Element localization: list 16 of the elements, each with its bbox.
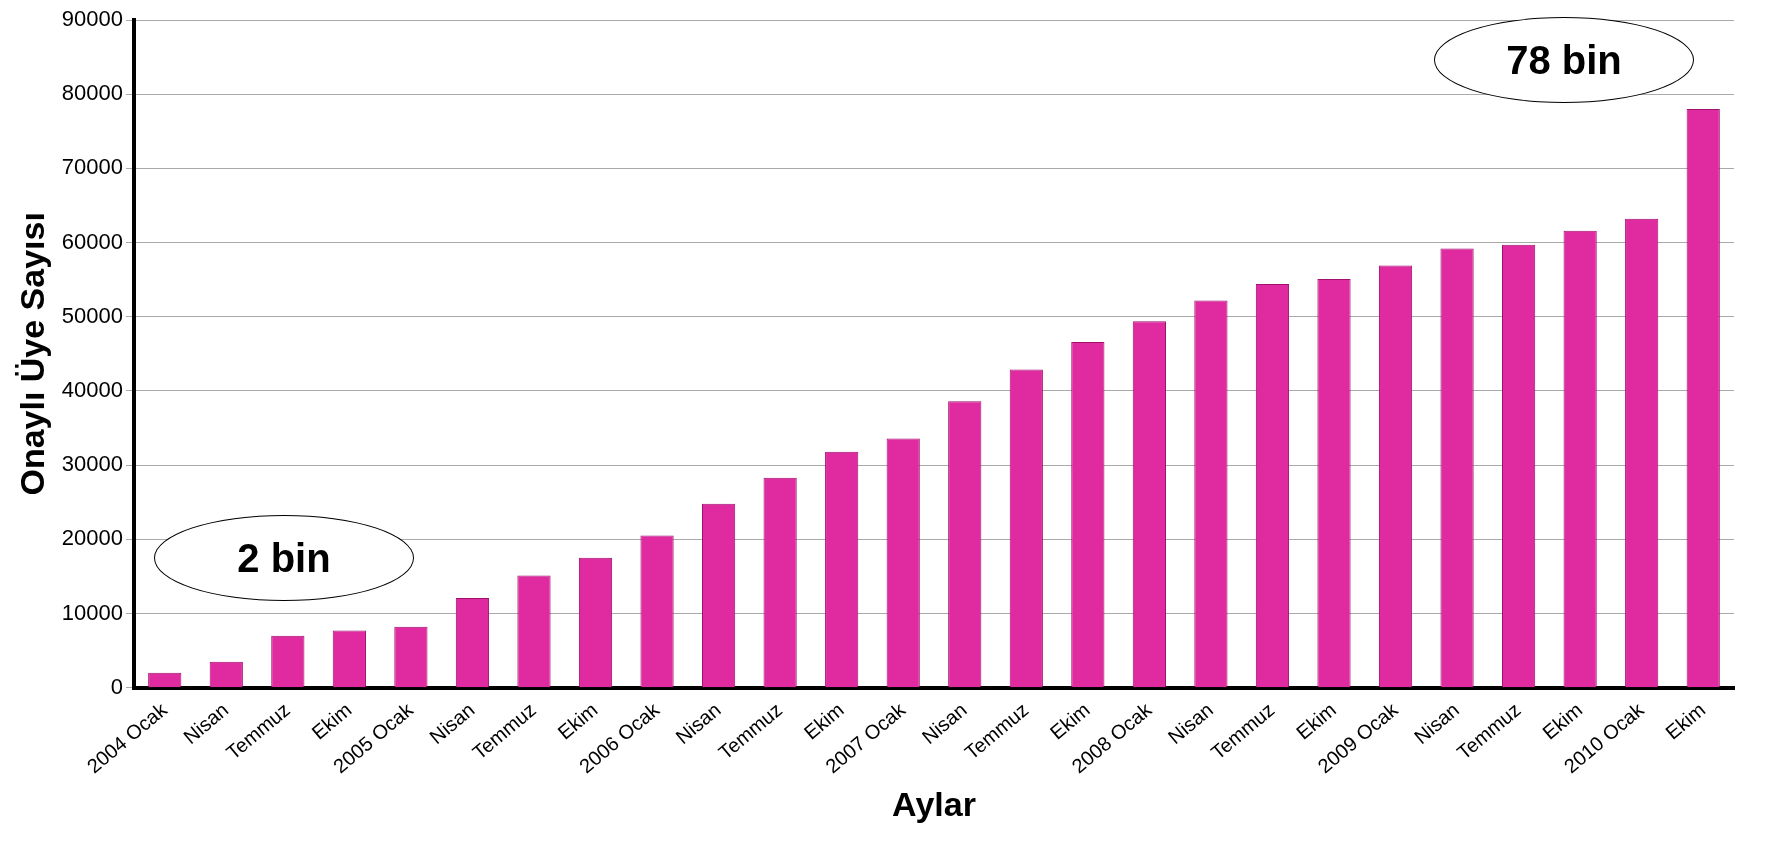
y-tick-label: 70000: [61, 154, 123, 180]
x-axis-title: Aylar: [892, 784, 976, 823]
callout-ellipse: 78 bin: [1434, 17, 1694, 103]
y-tick-label: 10000: [61, 599, 123, 625]
y-tick-label: 20000: [61, 525, 123, 551]
y-tick-label: 80000: [61, 80, 123, 106]
y-tick-label: 0: [110, 673, 123, 699]
x-tick-label: Ekim: [1538, 698, 1587, 744]
x-tick-label: Ekim: [1661, 698, 1710, 744]
y-axis-title: Onaylı Üye Sayısı: [12, 212, 51, 496]
y-tick-label: 50000: [61, 302, 123, 328]
y-tick-label: 30000: [61, 451, 123, 477]
y-tick-label: 90000: [61, 6, 123, 32]
y-tick-label: 60000: [61, 228, 123, 254]
y-tick-label: 40000: [61, 376, 123, 402]
callout-ellipse: 2 bin: [153, 515, 414, 602]
